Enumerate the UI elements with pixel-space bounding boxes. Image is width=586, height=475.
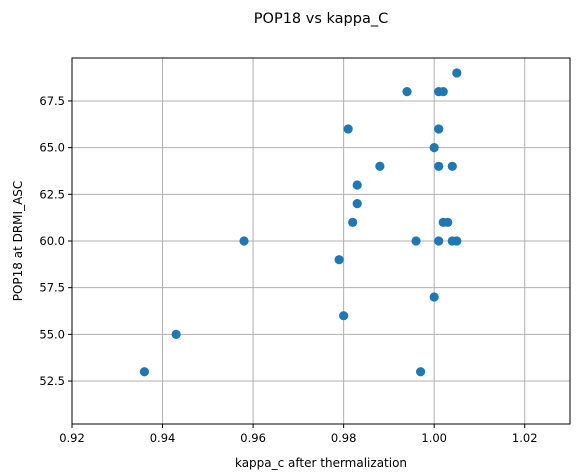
- data-point: [375, 161, 385, 171]
- x-axis-label: kappa_c after thermalization: [235, 456, 407, 470]
- data-point: [416, 367, 426, 377]
- x-tick-label: 0.96: [240, 431, 266, 445]
- x-tick-label: 0.92: [59, 431, 85, 445]
- chart-title: POP18 vs kappa_C: [254, 11, 388, 27]
- y-tick-label: 67.5: [39, 94, 65, 108]
- x-tick-label: 0.98: [331, 431, 357, 445]
- x-tick-label: 1.02: [512, 431, 538, 445]
- data-point: [429, 292, 439, 302]
- y-tick-label: 65.0: [39, 141, 65, 155]
- data-point: [434, 124, 444, 134]
- data-point: [171, 329, 181, 339]
- x-tick-label: 0.94: [150, 431, 176, 445]
- data-point: [139, 367, 150, 377]
- data-point: [452, 68, 462, 78]
- data-point: [452, 236, 462, 246]
- y-axis-label: POP18 at DRMI_ASC: [11, 181, 25, 302]
- data-point: [438, 87, 448, 97]
- y-tick-label: 57.5: [39, 281, 65, 295]
- data-point: [334, 255, 344, 265]
- y-tick-label: 62.5: [39, 187, 65, 201]
- data-point: [239, 236, 249, 246]
- y-tick-label: 55.0: [39, 327, 65, 341]
- data-point: [443, 217, 453, 227]
- data-point: [429, 143, 439, 153]
- points-layer: [139, 68, 462, 377]
- data-point: [348, 217, 358, 227]
- data-point: [352, 199, 362, 209]
- ticks-layer: 0.92 0.94 0.96 0.98 1.00 1.02 52.5 55.0 57.5 60.0…: [39, 94, 537, 445]
- data-point: [343, 124, 353, 134]
- x-tick-label: 1.00: [421, 431, 447, 445]
- data-point: [402, 87, 412, 97]
- y-tick-label: 60.0: [39, 234, 65, 248]
- data-point: [411, 236, 421, 246]
- data-point: [339, 311, 349, 321]
- data-point: [447, 161, 457, 171]
- y-tick-label: 52.5: [39, 374, 65, 388]
- data-point: [352, 180, 362, 190]
- data-point: [434, 236, 444, 246]
- data-point: [434, 161, 444, 171]
